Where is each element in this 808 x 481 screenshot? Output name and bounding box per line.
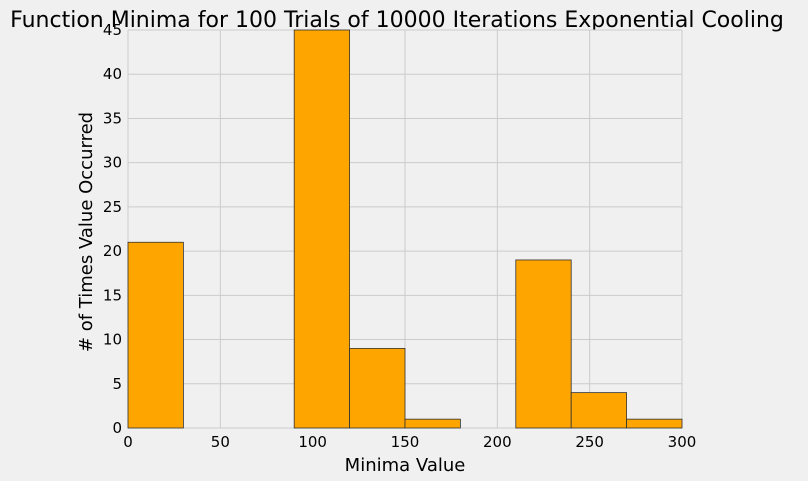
- y-tick-labels: 0 5 10 15 20 25 30 35 40 45: [103, 21, 122, 437]
- y-tick-label: 15: [103, 286, 122, 304]
- histogram-bar: [293, 29, 351, 429]
- x-tick-label: 50: [211, 433, 230, 451]
- histogram-bar: [626, 418, 683, 429]
- x-tick-label: 100: [298, 433, 327, 451]
- y-tick-label: 10: [103, 331, 122, 349]
- histogram-bar: [570, 392, 628, 429]
- histogram-bar: [127, 241, 184, 429]
- x-tick-labels: 0 50 100 150 200 250 300: [123, 433, 696, 451]
- x-tick-label: 200: [483, 433, 512, 451]
- y-tick-label: 45: [103, 21, 122, 39]
- bars: [127, 29, 683, 429]
- x-tick-label: 300: [668, 433, 697, 451]
- y-tick-label: 0: [112, 419, 122, 437]
- histogram-bar: [515, 259, 572, 429]
- x-tick-label: 0: [123, 433, 133, 451]
- x-tick-label: 150: [391, 433, 420, 451]
- y-tick-label: 30: [103, 154, 122, 172]
- y-axis-label: # of Times Value Occurred: [76, 112, 97, 352]
- x-axis-label: Minima Value: [345, 455, 466, 476]
- y-tick-label: 20: [103, 242, 122, 260]
- y-tick-label: 35: [103, 109, 122, 127]
- histogram-bar: [349, 347, 406, 429]
- y-tick-label: 25: [103, 198, 122, 216]
- chart-title: Function Minima for 100 Trials of 10000 …: [10, 8, 784, 33]
- y-tick-label: 5: [112, 375, 122, 393]
- y-tick-label: 40: [103, 65, 122, 83]
- histogram-bar: [404, 418, 461, 429]
- x-tick-label: 250: [575, 433, 604, 451]
